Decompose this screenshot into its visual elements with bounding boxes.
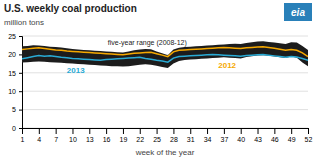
x-tick-mark xyxy=(56,128,57,134)
x-tick-mark xyxy=(291,128,292,134)
x-tick: 4 xyxy=(37,128,41,143)
x-tick: 16 xyxy=(103,128,111,143)
x-tick: 46 xyxy=(271,128,279,143)
plot: 1 4 7 10 13 16 19 22 25 28 31 34 37 40 43 46 49 52 0 5 10 15 2… xyxy=(8,33,312,143)
x-tick-label: 37 xyxy=(220,136,228,143)
x-tick: 1 xyxy=(21,128,25,143)
band-label: five-year range (2008-12) xyxy=(108,39,187,47)
x-tick: 52 xyxy=(305,128,313,143)
x-tick-label: 40 xyxy=(237,136,245,143)
y-tick-mark xyxy=(19,128,22,129)
y-axis-title: million tons xyxy=(4,18,44,27)
series-line xyxy=(22,54,308,62)
x-tick: 40 xyxy=(237,128,245,143)
y-tick-label: 5 xyxy=(12,106,16,113)
grid-line xyxy=(22,72,308,73)
y-tick-mark xyxy=(19,91,22,92)
y-tick: 0 xyxy=(12,125,22,132)
x-tick: 49 xyxy=(288,128,296,143)
y-tick-label: 25 xyxy=(8,33,16,40)
x-tick-mark xyxy=(274,128,275,134)
x-tick-label: 1 xyxy=(21,136,25,143)
logo: eia xyxy=(284,3,312,21)
y-tick-mark xyxy=(19,73,22,74)
y-tick-label: 15 xyxy=(8,70,16,77)
y-tick-label: 0 xyxy=(12,125,16,132)
x-tick: 22 xyxy=(136,128,144,143)
y-tick: 15 xyxy=(8,70,22,77)
x-tick: 10 xyxy=(69,128,77,143)
x-tick-mark xyxy=(190,128,191,134)
x-tick-label: 13 xyxy=(86,136,94,143)
series-label: 2013 xyxy=(67,66,85,75)
y-tick-mark xyxy=(19,54,22,55)
x-tick-mark xyxy=(72,128,73,134)
x-tick-mark xyxy=(39,128,40,134)
chart: 1 4 7 10 13 16 19 22 25 28 31 34 37 40 43 46 49 52 0 5 10 15 2… xyxy=(0,0,318,158)
x-tick-label: 28 xyxy=(170,136,178,143)
y-tick-label: 10 xyxy=(8,88,16,95)
y-tick-label: 20 xyxy=(8,51,16,58)
x-tick-label: 25 xyxy=(153,136,161,143)
series-label: 2012 xyxy=(218,61,236,70)
x-tick-mark xyxy=(140,128,141,134)
grid-line xyxy=(22,36,308,37)
series-labels: five-year range (2008-12) 2012 2013 xyxy=(67,39,237,75)
y-tick: 5 xyxy=(12,106,22,113)
x-tick-label: 34 xyxy=(204,136,212,143)
x-tick-label: 7 xyxy=(54,136,58,143)
x-tick-mark xyxy=(173,128,174,134)
x-tick: 19 xyxy=(120,128,128,143)
x-tick: 31 xyxy=(187,128,195,143)
x-tick-label: 31 xyxy=(187,136,195,143)
x-tick-label: 43 xyxy=(254,136,262,143)
y-tick: 20 xyxy=(8,51,22,58)
x-tick-mark xyxy=(224,128,225,134)
x-tick: 25 xyxy=(153,128,161,143)
x-tick: 34 xyxy=(204,128,212,143)
x-tick-mark xyxy=(258,128,259,134)
x-tick: 37 xyxy=(220,128,228,143)
grid-line xyxy=(22,109,308,110)
x-axis-line xyxy=(23,129,309,135)
y-axis: 0 5 10 15 20 25 xyxy=(8,33,22,132)
x-tick-mark xyxy=(157,128,158,134)
x-tick-label: 52 xyxy=(305,136,313,143)
y-tick-mark xyxy=(19,36,22,37)
y-tick-mark xyxy=(19,110,22,111)
x-tick-mark xyxy=(123,128,124,134)
x-tick: 7 xyxy=(54,128,58,143)
grid-line xyxy=(22,91,308,92)
grid xyxy=(22,36,308,128)
x-tick-mark xyxy=(89,128,90,134)
y-axis-line xyxy=(19,37,23,129)
x-tick-label: 22 xyxy=(136,136,144,143)
x-axis: 1 4 7 10 13 16 19 22 25 28 31 34 37 40 43 46 49 52 xyxy=(21,128,313,143)
x-tick-label: 10 xyxy=(69,136,77,143)
y-tick: 10 xyxy=(8,88,22,95)
x-axis-title: week of the year xyxy=(135,148,195,157)
x-tick-mark xyxy=(241,128,242,134)
x-tick-label: 16 xyxy=(103,136,111,143)
x-tick: 13 xyxy=(86,128,94,143)
x-tick: 43 xyxy=(254,128,262,143)
x-tick: 28 xyxy=(170,128,178,143)
logo-box xyxy=(284,3,312,21)
title: U.S. weekly coal production xyxy=(4,3,137,14)
x-tick-label: 49 xyxy=(288,136,296,143)
y-tick: 25 xyxy=(8,33,22,40)
x-tick-mark xyxy=(308,128,309,134)
x-tick-label: 19 xyxy=(120,136,128,143)
x-tick-label: 46 xyxy=(271,136,279,143)
x-tick-mark xyxy=(106,128,107,134)
x-tick-label: 4 xyxy=(37,136,41,143)
x-tick-mark xyxy=(207,128,208,134)
logo-text: eia xyxy=(291,7,305,18)
